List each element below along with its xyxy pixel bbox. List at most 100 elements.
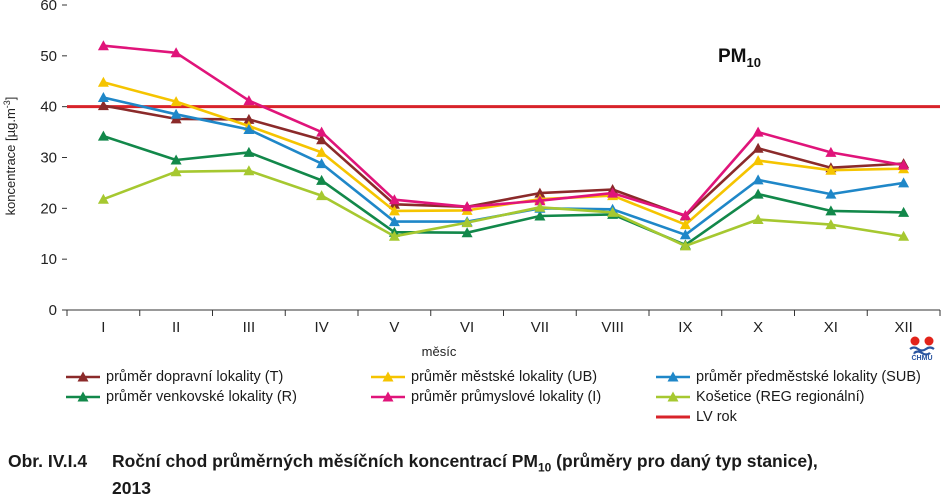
- legend-item: Košetice (REG regionální): [656, 388, 936, 406]
- legend-swatch-marker: [77, 391, 89, 402]
- series-group: [97, 40, 910, 220]
- series-layer: [67, 40, 940, 251]
- data-point-marker: [752, 126, 764, 137]
- caption-line-2: 2013: [112, 477, 151, 498]
- y-axis-label-sup: -3: [2, 100, 12, 108]
- y-tick-label: 30: [40, 150, 57, 167]
- data-point-marker: [97, 76, 109, 87]
- legend-swatch-marker: [77, 371, 89, 382]
- data-point-marker: [752, 188, 764, 199]
- legend-item: LV rok: [656, 408, 936, 426]
- data-point-marker: [388, 216, 400, 227]
- chart-title-subscript: 10: [747, 55, 761, 70]
- legend-swatch: [66, 391, 100, 402]
- series-group: [97, 100, 910, 221]
- legend-swatch-marker: [667, 391, 679, 402]
- data-point-marker: [607, 206, 619, 217]
- x-tick-label: II: [172, 319, 180, 336]
- data-point-marker: [170, 166, 182, 177]
- data-point-marker: [461, 227, 473, 238]
- y-tick-label: 60: [40, 0, 57, 14]
- data-point-marker: [534, 195, 546, 206]
- data-point-marker: [679, 229, 691, 240]
- chart-title: PM10: [718, 46, 761, 70]
- x-tick-label: X: [753, 319, 763, 336]
- data-point-marker: [316, 158, 328, 169]
- data-point-marker: [170, 108, 182, 119]
- data-point-marker: [388, 230, 400, 241]
- data-point-marker: [97, 40, 109, 51]
- x-tick-label: V: [389, 319, 399, 336]
- y-tick-label: 0: [49, 302, 57, 319]
- legend-label: průměr městské lokality (UB): [411, 369, 598, 385]
- data-point-marker: [388, 205, 400, 216]
- x-tick-label: III: [243, 319, 256, 336]
- x-tick-label: IV: [315, 319, 329, 336]
- legend-item: průměr městské lokality (UB): [371, 368, 656, 386]
- chart-title-box: [707, 40, 779, 70]
- series-line: [103, 104, 904, 218]
- legend-item: průměr venkovské lokality (R): [66, 388, 371, 406]
- data-point-marker: [243, 95, 255, 106]
- legend-swatch: [656, 371, 690, 382]
- y-tick-label: 40: [40, 99, 57, 116]
- x-tick-label: VII: [531, 319, 549, 336]
- caption-text-end: (průměry pro daný typ stanice),: [551, 451, 818, 471]
- data-point-marker: [97, 130, 109, 141]
- series-group: [97, 130, 910, 250]
- series-group: [97, 165, 910, 251]
- legend-label: Košetice (REG regionální): [696, 389, 865, 405]
- legend-label: průměr dopravní lokality (T): [106, 369, 284, 385]
- data-point-marker: [898, 206, 910, 217]
- x-axis-ticks: I II III IV V VI VII VIII IX X XI XII: [66, 310, 941, 336]
- data-point-marker: [243, 113, 255, 124]
- data-point-marker: [316, 190, 328, 201]
- legend-swatch: [656, 415, 690, 419]
- data-point-marker: [752, 174, 764, 185]
- x-axis-label: měsíc: [422, 344, 457, 359]
- legend-label: průměr průmyslové lokality (I): [411, 389, 602, 405]
- y-axis-label-end: ]: [3, 97, 18, 101]
- x-tick-label: XII: [894, 319, 912, 336]
- data-point-marker: [679, 219, 691, 230]
- data-point-marker: [461, 201, 473, 212]
- legend-swatch: [656, 391, 690, 402]
- y-axis-label: koncentrace [µg.m-3]: [2, 97, 18, 216]
- y-tick-label: 50: [40, 48, 57, 65]
- data-point-marker: [316, 134, 328, 145]
- data-point-marker: [534, 201, 546, 212]
- series-line: [103, 44, 904, 217]
- chmu-logo: ČHMÚ: [904, 335, 940, 365]
- data-point-marker: [752, 142, 764, 153]
- data-point-marker: [243, 146, 255, 157]
- data-point-marker: [898, 159, 910, 170]
- chart-legend: průměr dopravní lokality (T) průměr městs…: [66, 368, 926, 426]
- data-point-marker: [825, 219, 837, 230]
- data-point-marker: [534, 187, 546, 198]
- data-point-marker: [825, 188, 837, 199]
- legend-swatch-marker: [382, 391, 394, 402]
- data-point-marker: [243, 124, 255, 134]
- data-point-marker: [170, 154, 182, 165]
- y-tick-label: 20: [40, 200, 57, 217]
- data-point-marker: [243, 165, 255, 176]
- legend-swatch: [371, 371, 405, 382]
- y-axis-label-main: koncentrace [µg.m: [3, 108, 18, 215]
- legend-item: průměr dopravní lokality (T): [66, 368, 371, 386]
- legend-item: [371, 408, 656, 426]
- data-point-marker: [679, 209, 691, 220]
- data-point-marker: [534, 210, 546, 221]
- legend-swatch: [66, 371, 100, 382]
- x-tick-label: VI: [460, 319, 474, 336]
- data-point-marker: [316, 126, 328, 137]
- caption-line-1: Obr. IV.I.4 Roční chod průměrných měsíční…: [8, 451, 938, 478]
- chmu-logo-text: ČHMÚ: [911, 355, 933, 362]
- data-point-marker: [461, 217, 473, 228]
- legend-label: průměr venkovské lokality (R): [106, 389, 297, 405]
- legend-item: průměr předměstské lokality (SUB): [656, 368, 936, 386]
- series-group: [97, 76, 910, 230]
- y-tick-label: 10: [40, 251, 57, 268]
- data-point-marker: [898, 177, 910, 188]
- legend-swatch-marker: [382, 371, 394, 382]
